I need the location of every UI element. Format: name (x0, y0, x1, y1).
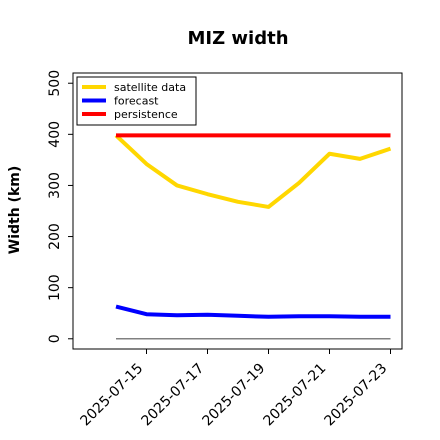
x-tick-label: 2025-07-21 (260, 361, 329, 430)
legend-label: persistence (114, 108, 178, 121)
plot-area (114, 133, 392, 340)
x-tick-label: 2025-07-19 (199, 361, 268, 430)
series-line-forecast (115, 304, 391, 319)
y-tick-label: 0 (47, 334, 63, 343)
y-axis-label: Width (km) (7, 166, 23, 255)
x-tick-label: 2025-07-23 (321, 361, 390, 430)
y-tick-label: 300 (47, 172, 63, 199)
x-tick-label: 2025-07-17 (138, 361, 207, 430)
plot-frame (72, 72, 403, 350)
y-tick-label: 200 (47, 223, 63, 250)
legend-label: satellite data (114, 81, 186, 94)
legend-label: forecast (114, 95, 159, 108)
y-tick-label: 100 (47, 274, 63, 301)
y-tick-label: 400 (47, 121, 63, 148)
chart-title: MIZ width (187, 28, 288, 49)
series-line-satellite-data (114, 133, 392, 209)
y-tick-label: 500 (47, 70, 63, 97)
x-tick-label: 2025-07-15 (77, 361, 146, 430)
